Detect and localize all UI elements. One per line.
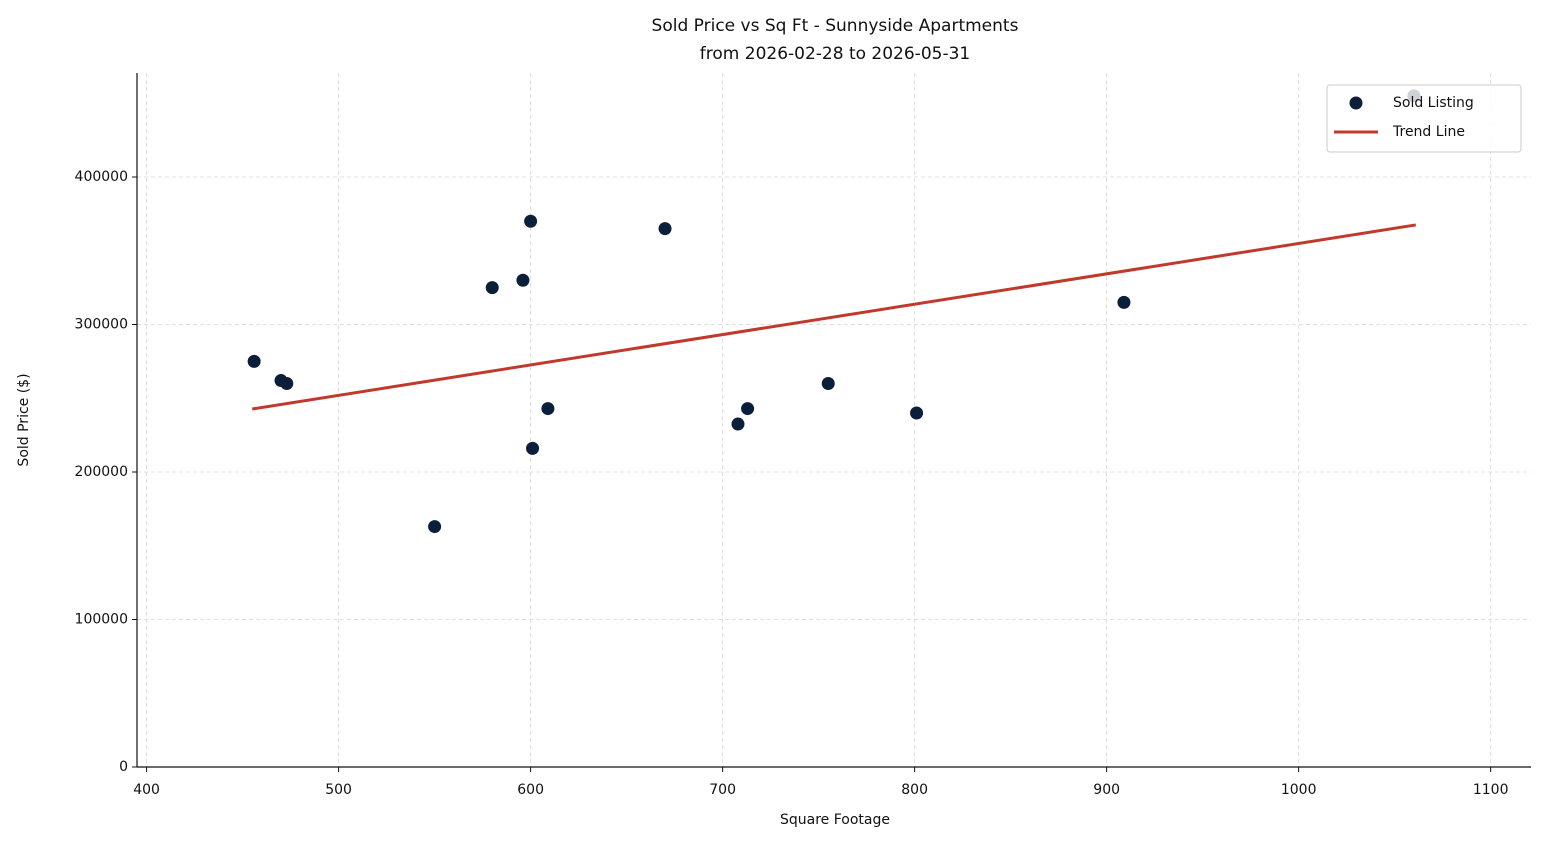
legend-marker bbox=[1349, 96, 1363, 110]
trend-line bbox=[251, 223, 1417, 411]
x-tick-label: 700 bbox=[709, 782, 736, 798]
point bbox=[910, 406, 924, 420]
chart-title: Sold Price vs Sq Ft - Sunnyside Apartmen… bbox=[652, 16, 1019, 36]
point bbox=[541, 402, 555, 416]
y-tick-label: 100000 bbox=[75, 611, 128, 627]
point bbox=[731, 417, 745, 431]
x-tick-label: 400 bbox=[133, 782, 160, 798]
legend-box bbox=[1326, 84, 1522, 153]
y-tick-label: 0 bbox=[119, 759, 128, 775]
x-tick-label: 900 bbox=[1093, 782, 1120, 798]
y-tick-label: 200000 bbox=[75, 464, 128, 480]
point bbox=[658, 222, 672, 236]
point bbox=[247, 354, 261, 368]
x-tick-label: 600 bbox=[517, 782, 544, 798]
point bbox=[516, 273, 530, 287]
point bbox=[485, 281, 499, 295]
point bbox=[1117, 295, 1131, 309]
y-axis-label: Sold Price ($) bbox=[16, 373, 32, 466]
legend-label: Trend Line bbox=[1392, 124, 1465, 140]
point bbox=[821, 376, 835, 390]
chart-subtitle: from 2026-02-28 to 2026-05-31 bbox=[700, 44, 970, 64]
x-tick-label: 500 bbox=[325, 782, 352, 798]
x-axis-label: Square Footage bbox=[780, 812, 890, 828]
point bbox=[741, 402, 755, 416]
legend-label: Sold Listing bbox=[1393, 95, 1474, 111]
point bbox=[524, 214, 538, 228]
y-tick-label: 300000 bbox=[75, 316, 128, 332]
y-tick-label: 400000 bbox=[75, 169, 128, 185]
point bbox=[428, 520, 442, 534]
x-tick-label: 1100 bbox=[1473, 782, 1509, 798]
point bbox=[526, 441, 540, 455]
x-tick-label: 1000 bbox=[1281, 782, 1317, 798]
x-tick-label: 800 bbox=[901, 782, 928, 798]
point bbox=[280, 376, 294, 390]
